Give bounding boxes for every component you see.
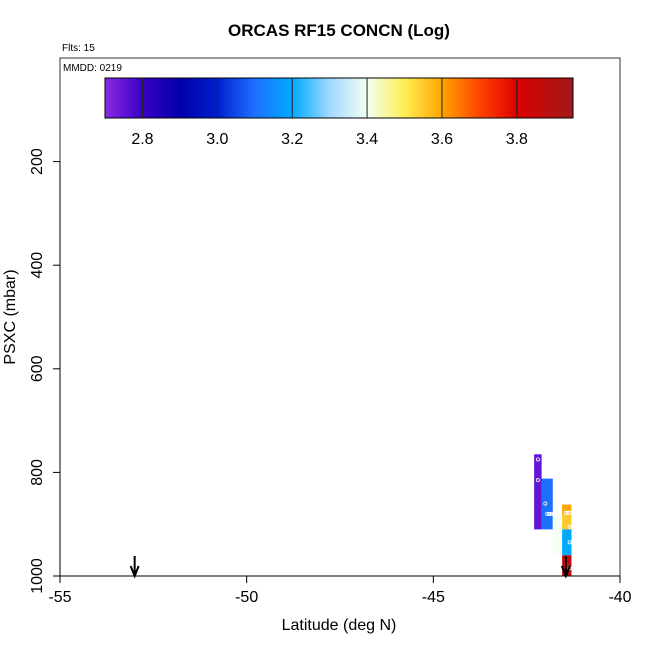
y-tick-label: 400	[29, 252, 46, 279]
y-tick-label: 200	[29, 148, 46, 175]
sample-point	[565, 510, 570, 515]
y-tick-label: 600	[29, 355, 46, 382]
sample-point	[554, 511, 559, 516]
data-cell	[562, 513, 572, 530]
sample-point	[535, 478, 540, 483]
data-cell	[534, 454, 542, 530]
sample-point	[535, 457, 540, 462]
sample-point	[550, 511, 555, 516]
flights-annotation: Flts: 15	[62, 43, 95, 54]
sample-point	[543, 501, 548, 506]
sample-point	[545, 511, 550, 516]
sample-points	[535, 457, 572, 571]
colorbar-tick-label: 3.0	[206, 131, 228, 148]
data-cell	[552, 513, 563, 556]
y-tick-label: 800	[29, 459, 46, 486]
x-tick-label: -55	[48, 589, 71, 606]
sample-point	[567, 540, 572, 545]
sample-point	[547, 511, 552, 516]
y-tick-label: 1000	[29, 558, 46, 594]
x-tick-label: -45	[422, 589, 445, 606]
sample-point	[567, 524, 572, 529]
colorbar-tick-label: 3.8	[506, 131, 528, 148]
colorbar-tick-label: 3.4	[356, 131, 378, 148]
y-axis-label: PSXC (mbar)	[2, 269, 19, 364]
colorbar-tick-label: 2.8	[131, 131, 153, 148]
sample-point	[548, 511, 553, 516]
colorbar-tick-label: 3.2	[281, 131, 303, 148]
x-tick-label: -50	[235, 589, 258, 606]
date-annotation: MMDD: 0219	[63, 63, 122, 74]
sample-point	[556, 511, 561, 516]
data-cell	[562, 529, 572, 556]
y-axis: 200 400 600 800 1000	[29, 148, 61, 594]
sample-point	[567, 510, 572, 515]
sample-point	[552, 511, 557, 516]
x-axis-label: Latitude (deg N)	[282, 617, 397, 634]
colorbar: 2.8 3.0 3.2 3.4 3.6 3.8	[104, 77, 574, 148]
colorbar-tick-label: 3.6	[431, 131, 453, 148]
colorbar-gradient	[104, 77, 574, 119]
sample-point	[563, 510, 568, 515]
x-axis: -55 -50 -45 -40	[48, 575, 632, 606]
data-cell	[562, 504, 572, 514]
chart-title: ORCAS RF15 CONCN (Log)	[228, 21, 450, 40]
x-tick-label: -40	[608, 589, 631, 606]
plot-area	[59, 57, 621, 577]
